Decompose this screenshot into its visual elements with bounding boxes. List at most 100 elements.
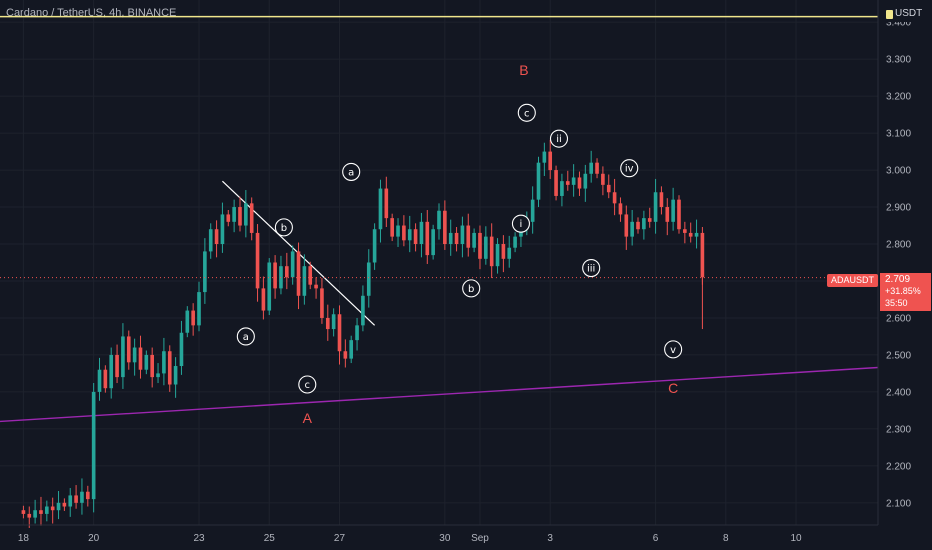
candle[interactable] [612,178,617,216]
candle[interactable] [150,347,155,388]
candle[interactable] [659,186,664,215]
candle[interactable] [683,221,687,244]
candle[interactable] [437,203,441,240]
candle[interactable] [197,281,201,332]
candle[interactable] [156,363,160,384]
candle[interactable] [384,176,389,228]
candle[interactable] [249,197,254,241]
candle[interactable] [214,220,219,258]
candle[interactable] [226,210,231,227]
candle[interactable] [232,199,236,233]
candle[interactable] [407,215,412,253]
candle[interactable] [665,198,670,236]
candle[interactable] [700,227,705,285]
candle[interactable] [513,232,517,253]
candle[interactable] [495,238,500,274]
candle[interactable] [126,330,131,370]
candle[interactable] [413,223,418,252]
candle[interactable] [284,252,289,290]
candle[interactable] [103,365,108,393]
candle[interactable] [548,139,553,179]
candle[interactable] [244,190,248,238]
candle[interactable] [273,255,277,299]
candle[interactable] [167,345,172,392]
candle[interactable] [624,205,629,250]
candle[interactable] [121,323,125,389]
candle[interactable] [688,222,693,243]
candle[interactable] [489,223,494,279]
candle[interactable] [653,178,658,234]
candle[interactable] [144,350,149,375]
candle[interactable] [179,320,184,375]
candle[interactable] [74,485,78,509]
candle[interactable] [320,278,324,324]
candle[interactable] [560,173,564,207]
candle[interactable] [21,505,26,519]
candle[interactable] [296,242,301,310]
candle[interactable] [577,171,582,196]
candle[interactable] [138,335,143,379]
candle[interactable] [431,224,435,260]
candle[interactable] [56,490,61,520]
candle[interactable] [208,223,213,259]
candle[interactable] [478,225,482,270]
candle[interactable] [595,158,599,179]
candle[interactable] [542,142,547,176]
candle[interactable] [132,338,137,376]
candle[interactable] [331,308,336,337]
candle[interactable] [68,488,73,517]
candle[interactable] [536,156,541,208]
candle[interactable] [361,285,365,332]
candle[interactable] [565,170,570,191]
candle[interactable] [419,212,424,258]
candle[interactable] [647,207,652,228]
candle[interactable] [220,202,225,253]
candle[interactable] [466,213,471,257]
candle[interactable] [671,187,675,231]
candle[interactable] [472,228,476,253]
candle[interactable] [530,186,535,234]
candle[interactable] [630,210,634,246]
candle[interactable] [618,197,623,222]
candle[interactable] [109,347,114,399]
candle[interactable] [33,499,37,524]
candle[interactable] [308,261,313,290]
candle[interactable] [45,500,49,522]
candle[interactable] [97,357,102,401]
candle[interactable] [366,249,371,308]
candle[interactable] [62,498,67,511]
candle[interactable] [390,213,394,242]
candle[interactable] [261,276,266,320]
candle[interactable] [203,238,207,304]
candle[interactable] [191,303,195,336]
candle[interactable] [448,219,453,256]
candle[interactable] [601,166,605,196]
candle[interactable] [454,227,459,252]
candle[interactable] [694,219,699,249]
candle[interactable] [91,383,96,513]
candle[interactable] [460,216,465,258]
currency-tag[interactable]: USDT [886,7,930,22]
candle[interactable] [302,254,307,305]
candle[interactable] [80,478,84,515]
candle[interactable] [484,226,488,265]
candle[interactable] [162,337,166,386]
candle[interactable] [337,305,342,365]
candle[interactable] [378,179,383,243]
candle[interactable] [238,196,242,232]
candle[interactable] [355,317,359,351]
candle[interactable] [402,215,406,247]
candle[interactable] [642,210,646,240]
candle[interactable] [636,217,640,234]
candle[interactable] [325,304,330,341]
candle[interactable] [372,223,377,270]
candle[interactable] [396,218,400,247]
candle[interactable] [290,245,295,285]
candle[interactable] [185,306,190,338]
candle[interactable] [267,258,272,315]
candle[interactable] [343,339,348,368]
candle[interactable] [425,210,430,264]
candle[interactable] [39,496,43,526]
candle[interactable] [507,235,512,268]
